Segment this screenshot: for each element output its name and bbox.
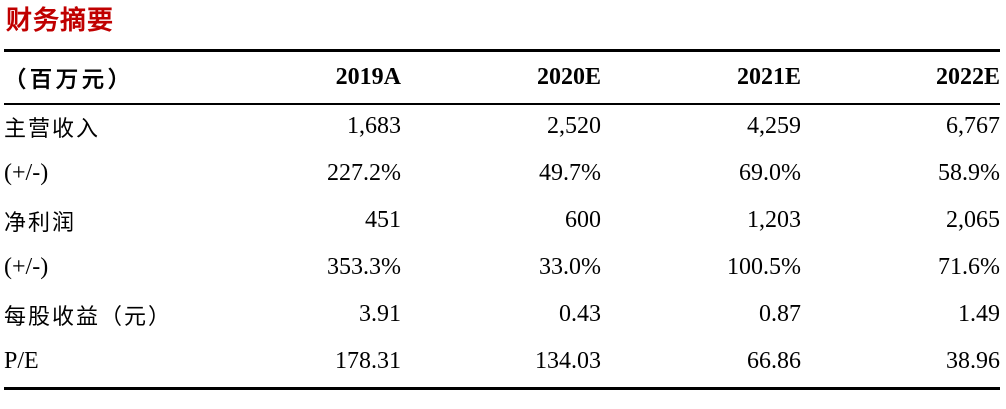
table-cell: 2,065	[946, 207, 1000, 233]
table-cell: 4,259	[747, 113, 801, 139]
table-cell: 1,203	[747, 207, 801, 233]
financial-summary-table: （百万元） 2019A 2020E 2021E 2022E 主营收入 1,683…	[4, 52, 1000, 385]
table-cell: 0.43	[559, 301, 601, 327]
section-title: 财务摘要	[6, 6, 115, 36]
table-cell: 100.5%	[727, 254, 801, 280]
year-header-2022e: 2022E	[935, 64, 1000, 90]
top-rule	[4, 49, 1000, 52]
table-cell: 2,520	[547, 113, 601, 139]
table-cell: 71.6%	[938, 254, 1000, 280]
table-cell: 134.03	[535, 348, 601, 374]
table-cell: 66.86	[747, 348, 801, 374]
unit-header: （百万元）	[4, 66, 135, 93]
table-row: (+/-) 353.3% 33.0% 100.5% 71.6%	[4, 244, 1000, 291]
table-row: 主营收入 1,683 2,520 4,259 6,767	[4, 103, 1000, 150]
table-cell: 1.49	[958, 301, 1000, 327]
header-row: （百万元） 2019A 2020E 2021E 2022E	[4, 52, 1000, 103]
table-cell: 0.87	[759, 301, 801, 327]
table-row: 每股收益（元） 3.91 0.43 0.87 1.49	[4, 291, 1000, 338]
table-cell: 49.7%	[539, 160, 601, 186]
table-cell: 3.91	[359, 301, 401, 327]
bottom-rule	[4, 387, 1000, 390]
row-label: 净利润	[4, 210, 77, 236]
year-header-2021e: 2021E	[736, 64, 801, 90]
table-row: (+/-) 227.2% 49.7% 69.0% 58.9%	[4, 150, 1000, 197]
table-cell: 353.3%	[327, 254, 401, 280]
row-label: 主营收入	[4, 116, 101, 142]
table-cell: 69.0%	[739, 160, 801, 186]
table-cell: 227.2%	[327, 160, 401, 186]
row-label: P/E	[4, 348, 39, 374]
table-cell: 38.96	[946, 348, 1000, 374]
table-cell: 451	[365, 207, 401, 233]
table-cell: 6,767	[946, 113, 1000, 139]
table-cell: 1,683	[347, 113, 401, 139]
row-label: (+/-)	[4, 254, 49, 280]
table-row: 净利润 451 600 1,203 2,065	[4, 197, 1000, 244]
table-cell: 58.9%	[938, 160, 1000, 186]
table-cell: 600	[565, 207, 601, 233]
table-cell: 33.0%	[539, 254, 601, 280]
row-label: (+/-)	[4, 160, 49, 186]
year-header-2019a: 2019A	[335, 64, 401, 90]
row-label: 每股收益（元）	[4, 304, 173, 330]
table-row: P/E 178.31 134.03 66.86 38.96	[4, 338, 1000, 385]
table-cell: 178.31	[335, 348, 401, 374]
year-header-2020e: 2020E	[536, 64, 601, 90]
header-rule	[4, 103, 1000, 105]
